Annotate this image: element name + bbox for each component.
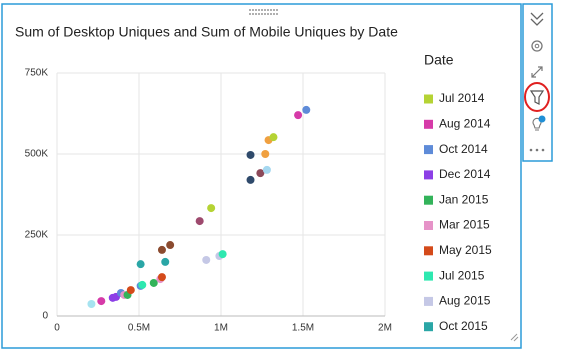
x-tick-label: 2M xyxy=(378,323,392,334)
legend-swatch xyxy=(424,119,433,129)
legend-swatch xyxy=(424,145,433,155)
legend-label: Dec 2014 xyxy=(439,167,491,181)
point xyxy=(262,165,271,174)
point xyxy=(166,241,175,250)
legend-swatch xyxy=(424,296,433,306)
more-icon[interactable] xyxy=(529,148,545,152)
legend-title: Date xyxy=(424,52,454,68)
point xyxy=(87,300,96,309)
y-tick-label: 0 xyxy=(42,311,48,322)
point xyxy=(126,286,135,295)
legend-label: Oct 2015 xyxy=(439,319,488,333)
point xyxy=(157,245,166,254)
point xyxy=(202,255,211,264)
legend-label: Jan 2015 xyxy=(439,192,489,206)
legend-label: Jul 2015 xyxy=(439,268,485,282)
legend-label: Aug 2014 xyxy=(439,116,491,130)
legend-label: May 2015 xyxy=(439,243,492,257)
settings-icon[interactable] xyxy=(531,40,543,52)
y-tick-label: 500K xyxy=(25,149,49,160)
point xyxy=(218,250,227,259)
point xyxy=(138,280,147,289)
legend-swatch xyxy=(424,246,433,256)
expand-icon[interactable] xyxy=(531,66,543,78)
resize-handle[interactable] xyxy=(510,333,519,342)
legend-swatch xyxy=(424,271,433,281)
x-tick-label: 1.5M xyxy=(292,323,314,334)
legend-swatch xyxy=(424,221,433,230)
point xyxy=(269,133,278,142)
point xyxy=(207,204,216,213)
chart-title: Sum of Desktop Uniques and Sum of Mobile… xyxy=(15,24,398,40)
point xyxy=(157,273,166,282)
x-tick-label: 0.5M xyxy=(128,323,150,334)
legend-label: Oct 2014 xyxy=(439,142,488,156)
point xyxy=(97,297,106,306)
point xyxy=(246,175,255,184)
point xyxy=(136,260,145,269)
legend-swatch xyxy=(424,195,433,205)
x-tick-label: 0 xyxy=(54,323,60,334)
point xyxy=(294,111,303,120)
point xyxy=(149,278,158,287)
legend-swatch xyxy=(424,322,433,332)
legend-label: Jul 2014 xyxy=(439,91,485,105)
legend-swatch xyxy=(424,94,433,104)
y-tick-label: 250K xyxy=(25,230,49,241)
point xyxy=(261,150,270,158)
notification-dot xyxy=(538,115,546,123)
point xyxy=(195,217,204,226)
point xyxy=(246,150,255,159)
legend-label: Mar 2015 xyxy=(439,218,490,232)
collapse-icon[interactable] xyxy=(530,12,544,26)
highlight-circle xyxy=(524,82,550,112)
point xyxy=(256,169,265,178)
y-tick-label: 750K xyxy=(25,68,49,79)
point xyxy=(161,257,170,266)
filter-icon[interactable] xyxy=(529,90,545,105)
x-tick-label: 1M xyxy=(214,323,228,334)
legend-label: Aug 2015 xyxy=(439,294,491,308)
point xyxy=(302,105,311,114)
legend-swatch xyxy=(424,170,433,180)
drag-handle[interactable] xyxy=(249,9,278,15)
